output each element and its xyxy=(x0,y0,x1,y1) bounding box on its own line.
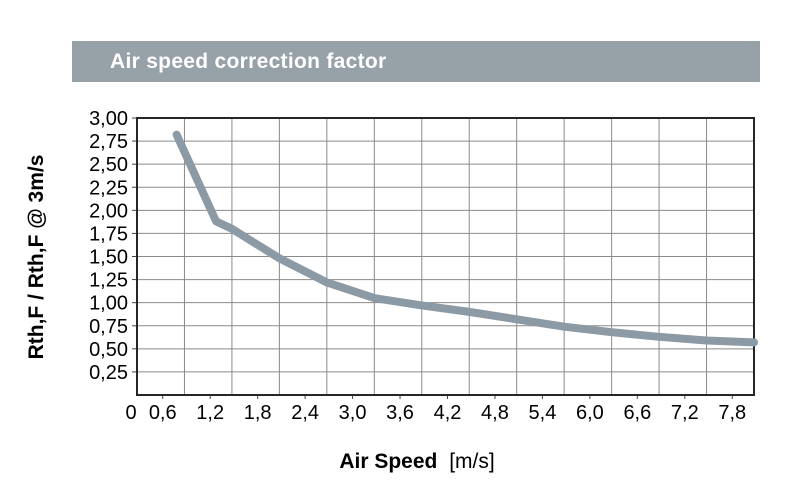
y-tick-label: 3,00 xyxy=(89,108,128,130)
x-tick-label: 6,6 xyxy=(623,402,651,424)
y-tick-label: 2,00 xyxy=(89,200,128,222)
x-tick-label: 1,2 xyxy=(196,402,224,424)
y-tick-label: 1,00 xyxy=(89,293,128,315)
x-tick-label: 3,6 xyxy=(386,402,414,424)
y-tick-label: 1,50 xyxy=(89,247,128,269)
chart-title-bar: Air speed correction factor xyxy=(72,41,760,82)
y-tick-label: 0,50 xyxy=(89,339,128,361)
x-axis-title: Air Speed [m/s] xyxy=(217,450,617,474)
x-tick-label: 2,4 xyxy=(291,402,319,424)
y-axis-title: Rth,F / Rth,F @ 3m/s xyxy=(25,154,48,360)
y-tick-label: 0,25 xyxy=(89,362,128,384)
x-axis-unit: [m/s] xyxy=(449,450,495,473)
x-tick-label: 0 xyxy=(125,402,136,424)
x-tick-label: 3,0 xyxy=(339,402,367,424)
x-tick-label: 4,8 xyxy=(481,402,509,424)
chart-title: Air speed correction factor xyxy=(110,49,387,73)
x-tick-label: 4,2 xyxy=(434,402,462,424)
y-tick-label: 1,75 xyxy=(89,223,128,245)
plot-area xyxy=(136,117,755,396)
x-tick-label: 5,4 xyxy=(529,402,557,424)
x-tick-label: 0,6 xyxy=(149,402,177,424)
x-tick-label: 7,2 xyxy=(671,402,699,424)
x-axis-title-text: Air Speed xyxy=(339,450,438,473)
x-tick-label: 6,0 xyxy=(576,402,604,424)
y-tick-label: 0,75 xyxy=(89,316,128,338)
y-tick-label: 2,25 xyxy=(89,177,128,199)
x-tick-label: 1,8 xyxy=(244,402,272,424)
y-tick-label: 1,25 xyxy=(89,270,128,292)
correction-curve xyxy=(172,130,758,347)
x-tick-label: 7,8 xyxy=(718,402,746,424)
y-tick-label: 2,75 xyxy=(89,131,128,153)
y-tick-label: 2,50 xyxy=(89,154,128,176)
